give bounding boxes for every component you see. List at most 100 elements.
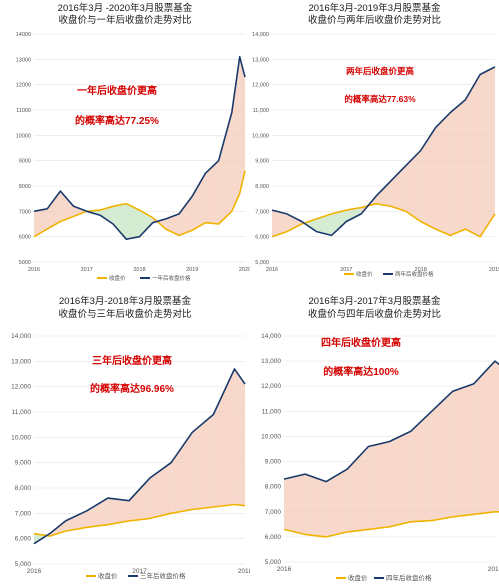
y-tick-label: 13,000 <box>11 358 31 365</box>
y-tick-label: 10,000 <box>11 434 31 441</box>
x-tick-label: 2018 <box>415 267 427 273</box>
x-tick-label: 2016 <box>27 568 42 575</box>
y-tick-label: 10000 <box>16 133 31 139</box>
y-tick-label: 6,000 <box>255 235 269 241</box>
y-tick-label: 10,000 <box>261 433 281 440</box>
fill-band <box>346 207 362 222</box>
fill-band <box>450 99 466 236</box>
chart-subtitle: 收盘价与一年后收盘价走势对比 <box>58 15 192 26</box>
y-tick-label: 6000 <box>19 235 31 241</box>
x-tick-label: 2016 <box>266 267 278 273</box>
line-chart-3yr: 14,000 13,000 12,000 11,000 10,000 9,000 8,000… <box>11 333 250 580</box>
fill-band <box>376 180 391 207</box>
fill-band <box>47 191 61 230</box>
fill-band <box>473 361 495 515</box>
series-line <box>33 368 246 545</box>
y-tick-label: 14,000 <box>11 333 31 340</box>
chart-panel-3yr: 2016年3月-2018年3月股票基金 收盘价与三年后收盘价走势对比 14,00… <box>0 292 250 585</box>
fill-band <box>305 474 327 537</box>
fill-band <box>99 206 114 224</box>
fill-band <box>465 74 481 237</box>
x-tick-label: 2019 <box>186 267 198 273</box>
y-tick-label: 11,000 <box>12 409 32 416</box>
y-tick-label: 9,000 <box>15 460 32 467</box>
y-tick-label: 13000 <box>16 57 31 63</box>
chart-subtitle: 收盘价与两年后收盘价走势对比 <box>307 15 441 26</box>
series-line <box>283 360 499 483</box>
y-tick-label: 5000 <box>19 260 31 266</box>
chart-panel-1yr: 2016年3月 -2020年3月股票基金 收盘价与一年后收盘价走势对比 1400… <box>0 0 250 292</box>
fill-band <box>213 368 235 507</box>
fill-band <box>368 441 390 530</box>
y-tick-label: 9,000 <box>265 459 282 466</box>
x-tick-label: 2017 <box>81 267 93 273</box>
y-tick-label: 11,000 <box>253 108 269 114</box>
fill-band <box>410 411 432 522</box>
y-tick-label: 7,000 <box>255 209 269 215</box>
x-tick-label: 2018 <box>133 267 145 273</box>
x-tick-label: 2017 <box>340 267 352 273</box>
legend-label: 收盘价 <box>109 274 126 282</box>
fill-band <box>150 462 172 519</box>
chart-title: 2016年3月-2018年3月股票基金 <box>59 296 191 307</box>
y-tick-label: 14,000 <box>252 32 269 38</box>
fill-band <box>389 431 411 527</box>
y-tick-label: 13,000 <box>252 57 269 63</box>
legend-label: 收盘价 <box>98 571 118 580</box>
fill-band <box>205 160 219 224</box>
y-tick-label: 8,000 <box>255 184 269 190</box>
y-tick-label: 12,000 <box>252 83 269 89</box>
fill-band <box>347 446 369 532</box>
chart-panel-2yr: 2016年3月-2019年3月股票基金 收盘价与两年后收盘价走势对比 14,00… <box>250 0 499 292</box>
fill-band <box>331 210 347 236</box>
fill-band <box>452 383 474 517</box>
legend-label: 四年后收盘价格 <box>386 573 432 582</box>
legend-label: 收盘价 <box>348 573 368 582</box>
callout-line: 三年后收盘价更高 <box>92 354 172 367</box>
fill-band <box>234 368 245 506</box>
y-tick-label: 6,000 <box>15 536 32 543</box>
x-tick-label: 2019 <box>489 267 499 273</box>
y-tick-label: 8,000 <box>15 485 32 492</box>
callout-line: 四年后收盘价更高 <box>321 336 401 349</box>
y-tick-label: 8000 <box>19 184 31 190</box>
chart-panel-4yr: 2016年3月-2017年3月股票基金 收盘价与四年后收盘价走势对比 14,00… <box>250 292 499 585</box>
fill-band <box>286 213 302 232</box>
y-tick-label: 12,000 <box>261 383 281 390</box>
fill-band <box>171 432 193 514</box>
fill-band <box>34 208 48 237</box>
fill-band <box>284 474 306 535</box>
callout-line: 两年后收盘价更高 <box>346 66 415 76</box>
callout-line: 的概率高达100% <box>323 365 399 378</box>
fill-band <box>316 213 332 236</box>
fill-band <box>60 191 74 222</box>
y-tick-label: 8,000 <box>265 484 282 491</box>
fill-band <box>420 127 436 230</box>
y-tick-label: 14,000 <box>261 333 281 340</box>
y-tick-label: 7000 <box>19 209 31 215</box>
line-chart-1yr: 14000 13000 12000 11000 10000 9000 8000 7000 600… <box>16 32 250 282</box>
fill-band <box>218 112 232 224</box>
legend-label: 一年后收盘价格 <box>152 274 191 282</box>
chart-subtitle: 收盘价与三年后收盘价走势对比 <box>58 309 192 320</box>
y-tick-label: 5,000 <box>265 559 282 566</box>
x-tick-label: 2016 <box>277 566 292 573</box>
legend-label: 两年后收盘价格 <box>395 270 434 278</box>
fill-band <box>435 112 451 236</box>
fill-band <box>480 66 495 237</box>
fill-band <box>272 210 287 237</box>
x-tick-label: 2018 <box>238 568 250 575</box>
x-tick-label: 2020 <box>239 267 250 273</box>
chart-title: 2016年3月 -2020年3月股票基金 <box>57 3 193 14</box>
callout-line: 的概率高达77.63% <box>344 94 416 104</box>
chart-title: 2016年3月-2019年3月股票基金 <box>308 3 441 14</box>
fill-band <box>239 56 245 194</box>
fill-band <box>431 391 453 521</box>
fill-band <box>128 477 151 521</box>
fill-band <box>179 196 193 236</box>
fill-band <box>495 361 499 512</box>
legend-label: 三年后收盘价格 <box>140 571 186 580</box>
y-tick-label: 9,000 <box>255 159 269 165</box>
y-tick-label: 12000 <box>16 83 31 89</box>
